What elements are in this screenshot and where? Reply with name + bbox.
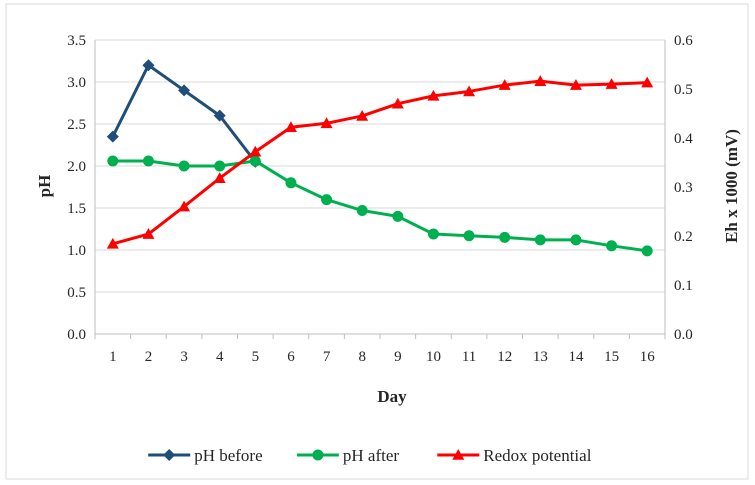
marker-triangle [106, 237, 119, 249]
marker-circle [392, 210, 404, 222]
marker-circle [606, 240, 618, 252]
legend: pH before pH after Redox potential [148, 446, 592, 465]
y2-tick-label: 0.5 [674, 82, 693, 98]
x-tick-label: 6 [287, 349, 295, 365]
legend-item: pH before [148, 446, 263, 465]
series-redox-potential [106, 75, 654, 249]
marker-circle [641, 245, 653, 257]
y2-tick-label: 0.4 [674, 131, 693, 147]
marker-triangle [142, 228, 155, 239]
marker-circle [534, 234, 546, 246]
legend-label: pH before [194, 446, 262, 465]
marker-diamond [213, 109, 226, 122]
marker-circle [321, 194, 333, 206]
y2-tick-label: 0.1 [674, 278, 693, 294]
x-tick-label: 13 [533, 349, 548, 365]
x-tick-label: 1 [109, 349, 117, 365]
marker-diamond [163, 449, 176, 461]
marker-triangle [605, 78, 618, 89]
y2-tick-label: 0.6 [674, 33, 693, 49]
y2-tick-label: 0.0 [674, 327, 693, 343]
marker-diamond [106, 130, 119, 143]
x-tick-label: 12 [497, 349, 512, 365]
y-tick-label: 1.0 [67, 243, 86, 259]
y-tick-label: 2.5 [67, 117, 86, 133]
y-tick-label: 2.0 [67, 159, 86, 175]
series-line [112, 79, 648, 246]
x-tick-label: 10 [426, 349, 441, 365]
marker-circle [570, 234, 582, 246]
x-tick-label: 3 [180, 349, 188, 365]
x-tick-label: 9 [394, 349, 402, 365]
marker-triangle [498, 79, 511, 90]
y-tick-label: 0.5 [67, 285, 86, 301]
x-tick-label: 5 [252, 349, 260, 365]
marker-circle [107, 155, 119, 167]
marker-circle [312, 449, 324, 461]
y-tick-label: 1.5 [67, 201, 86, 217]
x-axis-title: Day [377, 387, 407, 406]
x-tick-label: 8 [358, 349, 366, 365]
marker-triangle [284, 121, 297, 133]
x-tick-label: 14 [568, 349, 584, 365]
marker-circle [249, 155, 261, 167]
marker-circle [427, 228, 439, 240]
marker-triangle [427, 89, 440, 101]
marker-triangle [463, 85, 476, 97]
marker-circle [356, 205, 368, 217]
legend-label: Redox potential [483, 446, 591, 465]
marker-triangle [213, 172, 226, 183]
marker-diamond [178, 84, 191, 97]
marker-triangle [452, 449, 465, 460]
legend-item: Redox potential [437, 446, 592, 465]
x-tick-label: 15 [604, 349, 619, 365]
marker-diamond [142, 59, 155, 72]
axes: 0.0 0.5 1.0 1.5 2.0 2.5 3.0 3.5 0.0 0.1 0.2 0.3 0.4 0… [67, 33, 693, 365]
marker-triangle [569, 79, 582, 90]
x-tick-label: 4 [216, 349, 224, 365]
y2-axis-title: Eh x 1000 (mV) [722, 129, 741, 243]
marker-triangle [641, 76, 654, 88]
y-tick-label: 3.0 [67, 75, 86, 91]
marker-circle [214, 160, 226, 172]
marker-triangle [534, 75, 547, 86]
y2-tick-label: 0.3 [674, 180, 693, 196]
legend-label: pH after [343, 446, 400, 465]
x-tick-label: 2 [145, 349, 153, 365]
y-tick-label: 3.5 [67, 33, 86, 49]
marker-circle [499, 231, 511, 243]
y-axis-title: pH [35, 175, 54, 198]
x-tick-label: 16 [640, 349, 656, 365]
marker-triangle [249, 145, 262, 157]
series-ph-before [106, 59, 262, 168]
y-tick-label: 0.0 [67, 327, 86, 343]
marker-circle [178, 160, 190, 172]
marker-triangle [356, 109, 369, 121]
marker-triangle [320, 117, 333, 129]
series-ph-after [107, 155, 653, 257]
marker-triangle [178, 200, 191, 212]
legend-item: pH after [296, 446, 400, 465]
series-layer [106, 59, 654, 257]
series-line [112, 159, 648, 253]
y2-tick-label: 0.2 [674, 229, 693, 245]
marker-triangle [391, 97, 404, 109]
x-tick-label: 7 [323, 349, 331, 365]
x-tick-label: 11 [462, 349, 476, 365]
marker-circle [463, 230, 475, 242]
marker-circle [285, 177, 297, 189]
marker-circle [142, 155, 154, 167]
